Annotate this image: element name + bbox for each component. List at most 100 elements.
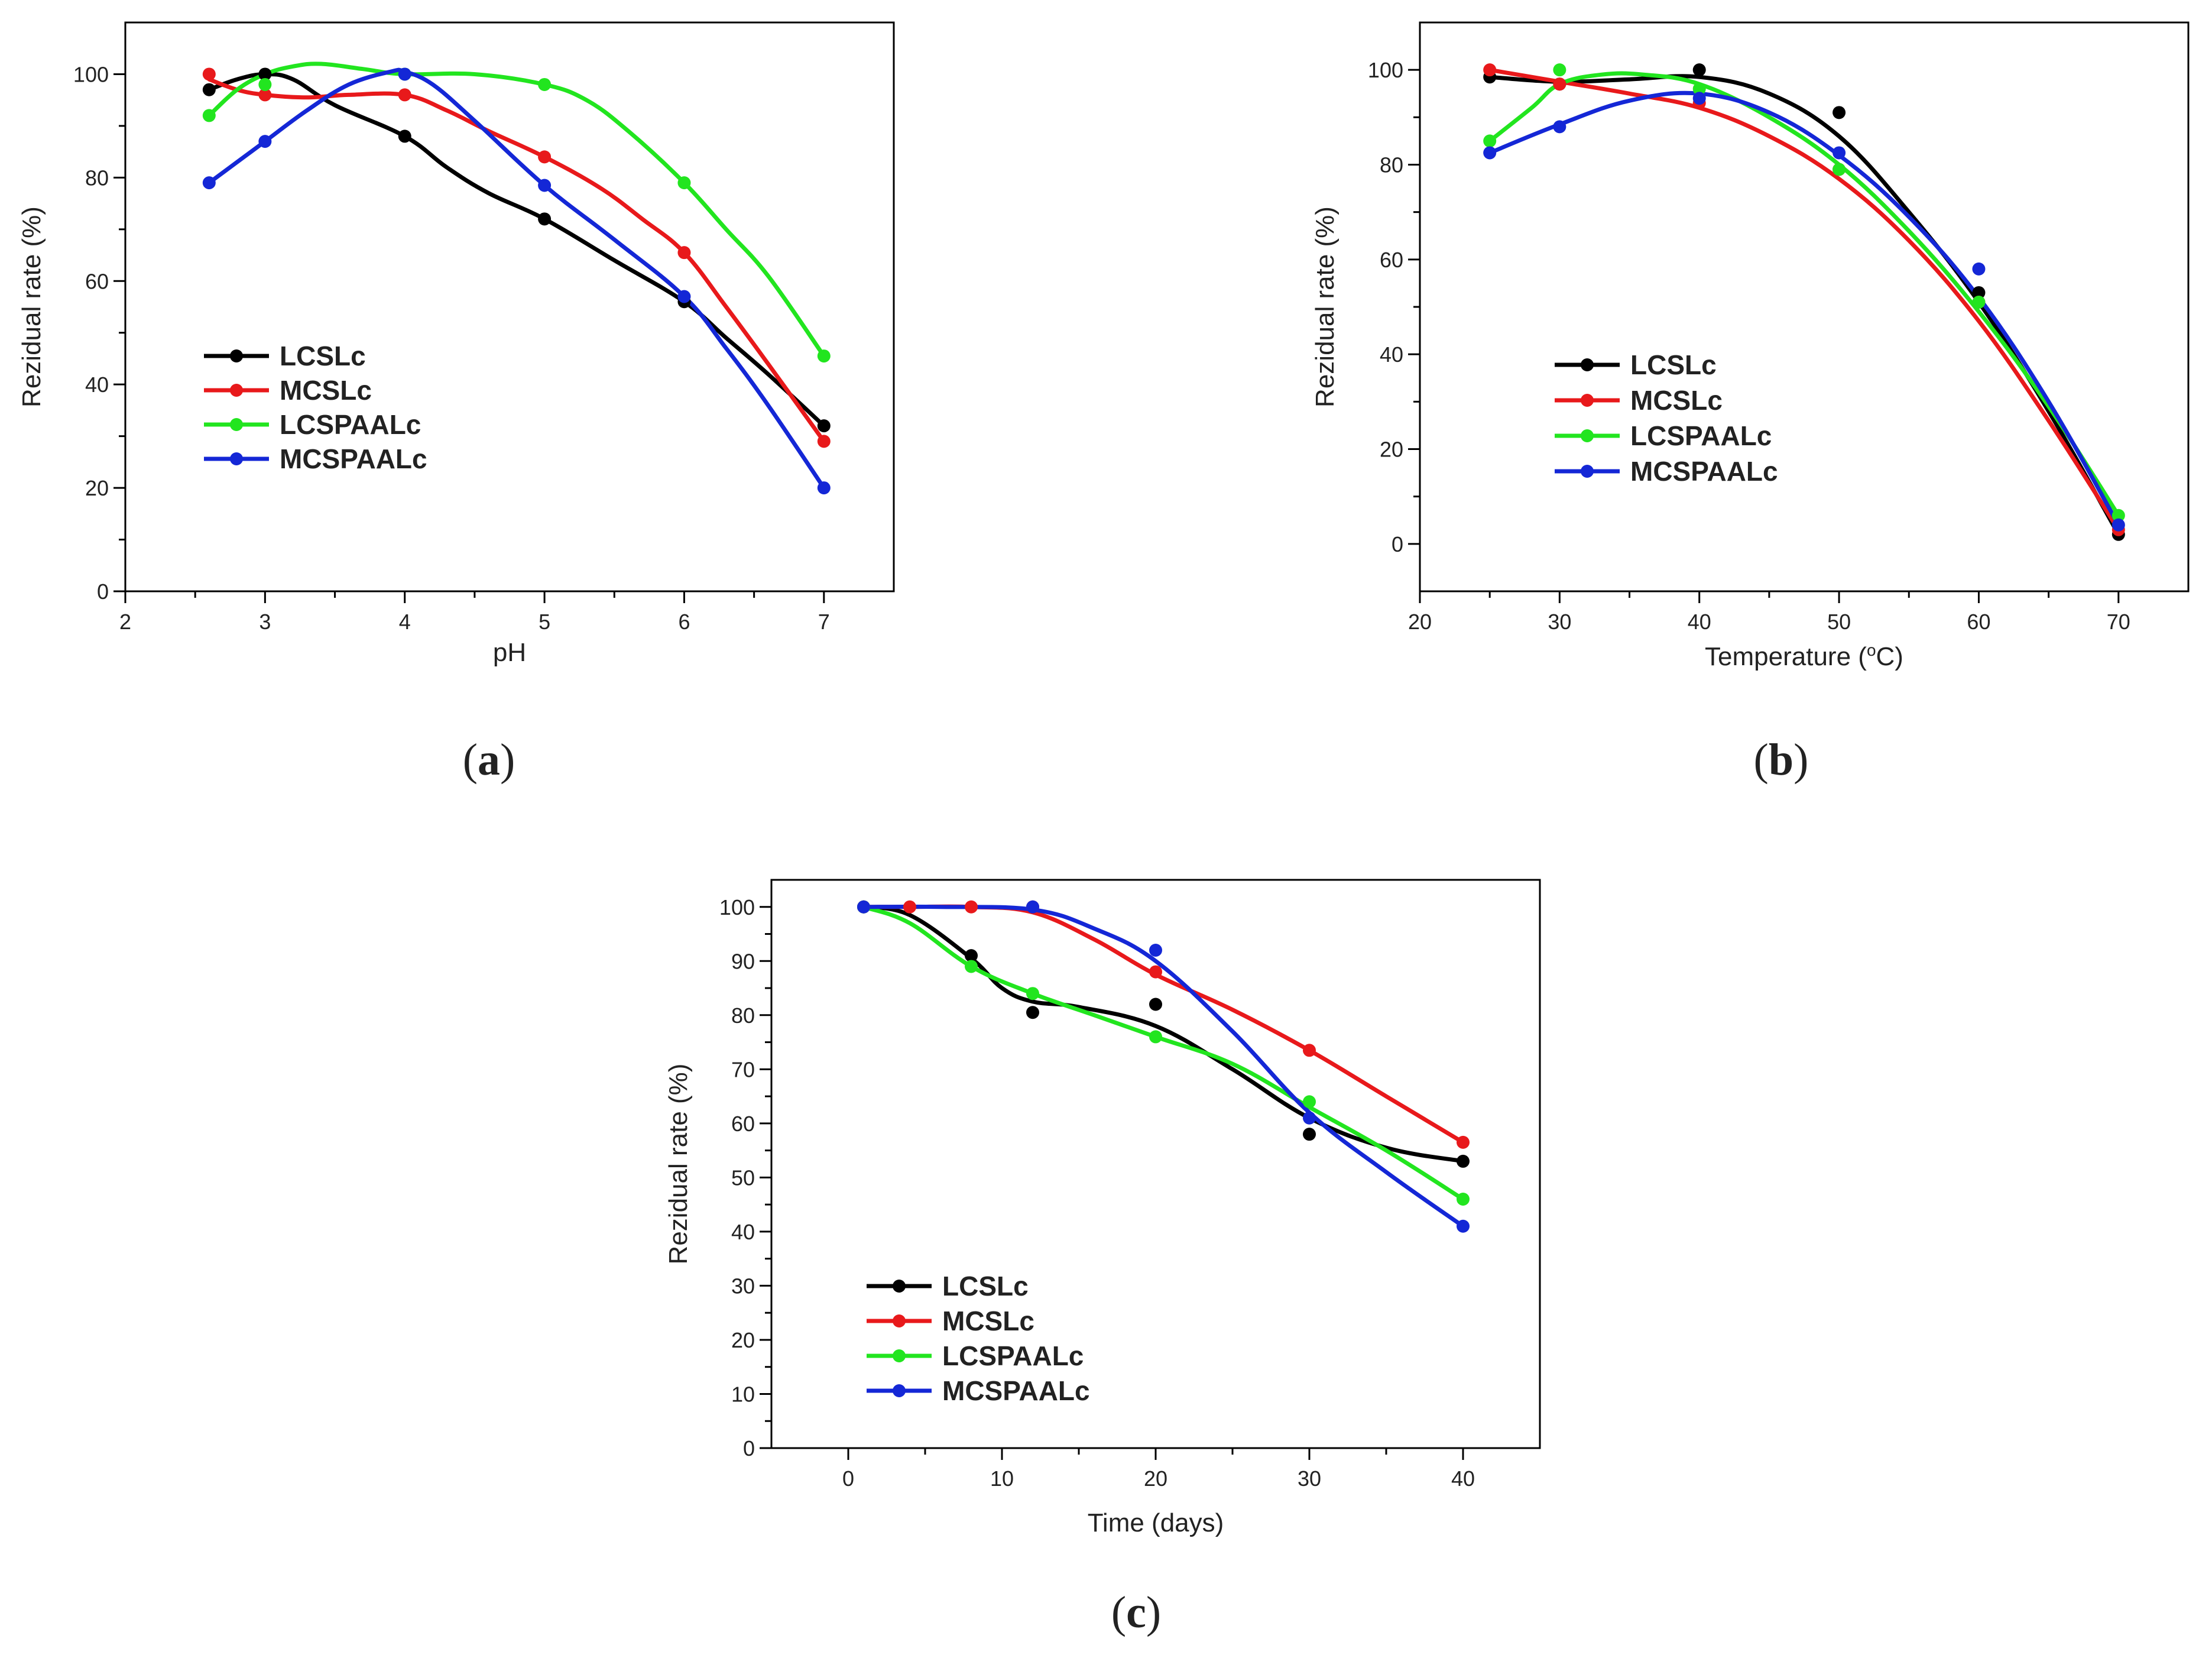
data-point-MCSPAALc bbox=[1692, 92, 1706, 105]
x-tick-label: 0 bbox=[842, 1466, 854, 1491]
y-tick-label: 20 bbox=[85, 476, 109, 500]
panel-a-caption-close: ) bbox=[500, 735, 515, 785]
data-point-LCSLc bbox=[398, 129, 411, 143]
data-point-MCSLc bbox=[1149, 965, 1162, 979]
data-point-MCSPAALc bbox=[202, 176, 216, 190]
data-point-MCSPAALc bbox=[1457, 1219, 1470, 1233]
x-axis-title: Temperature (oC) bbox=[1705, 641, 1903, 671]
panel-a-caption-letter: a bbox=[478, 735, 500, 785]
series-curve-LCSLc bbox=[207, 72, 826, 428]
y-tick-label: 60 bbox=[731, 1112, 755, 1136]
data-point-MCSPAALc bbox=[258, 135, 272, 148]
y-tick-label: 20 bbox=[731, 1328, 755, 1352]
y-tick-label: 100 bbox=[73, 62, 109, 86]
panel-b-caption-letter: b bbox=[1769, 735, 1793, 785]
data-point-MCSLc bbox=[903, 900, 916, 914]
x-axis-title-unit: C) bbox=[1876, 642, 1903, 671]
data-point-LCSPAALc bbox=[817, 349, 831, 363]
data-point-LCSLc bbox=[1832, 106, 1846, 119]
legend-label-LCSPAALc: LCSPAALc bbox=[1630, 420, 1772, 451]
legend-label-MCSLc: MCSLc bbox=[280, 375, 372, 406]
legend-label-LCSPAALc: LCSPAALc bbox=[942, 1340, 1084, 1371]
data-point-LCSLc bbox=[817, 419, 831, 433]
y-tick-label: 30 bbox=[731, 1274, 755, 1298]
data-point-LCSPAALc bbox=[1972, 295, 1986, 309]
data-point-MCSLc bbox=[398, 88, 411, 102]
data-point-LCSPAALc bbox=[1832, 163, 1846, 176]
data-point-MCSPAALc bbox=[1026, 900, 1039, 914]
data-point-MCSPAALc bbox=[857, 900, 870, 914]
data-point-MCSLc bbox=[677, 246, 691, 260]
panel-c-caption-close: ) bbox=[1146, 1588, 1161, 1637]
data-point-MCSPAALc bbox=[1483, 146, 1497, 160]
legend-label-LCSLc: LCSLc bbox=[280, 341, 366, 371]
y-tick-label: 60 bbox=[1380, 248, 1403, 272]
data-point-MCSPAALc bbox=[538, 179, 552, 192]
data-point-LCSLc bbox=[1972, 286, 1986, 299]
data-point-MCSPAALc bbox=[817, 481, 831, 495]
x-tick-label: 30 bbox=[1548, 610, 1571, 634]
data-point-LCSLc bbox=[1692, 63, 1706, 77]
data-point-MCSPAALc bbox=[1303, 1111, 1316, 1125]
panel-b-caption: (b) bbox=[1754, 735, 1809, 785]
data-point-MCSLc bbox=[817, 435, 831, 448]
y-tick-label: 70 bbox=[731, 1057, 755, 1081]
legend-label-LCSPAALc: LCSPAALc bbox=[280, 409, 421, 440]
panel-b-caption-open: ( bbox=[1754, 735, 1769, 785]
data-point-MCSLc bbox=[202, 67, 216, 81]
y-tick-label: 0 bbox=[1392, 532, 1403, 556]
legend-marker-MCSLc bbox=[230, 384, 243, 397]
data-point-LCSPAALc bbox=[677, 176, 691, 190]
y-tick-label: 10 bbox=[731, 1382, 755, 1406]
legend-marker-LCSPAALc bbox=[1581, 429, 1594, 442]
data-point-LCSPAALc bbox=[1483, 134, 1497, 148]
data-point-LCSLc bbox=[1149, 998, 1162, 1011]
y-tick-label: 50 bbox=[731, 1165, 755, 1190]
y-tick-label: 60 bbox=[85, 269, 109, 293]
data-point-LCSPAALc bbox=[965, 960, 978, 973]
data-point-LCSPAALc bbox=[258, 77, 272, 91]
legend-marker-LCSLc bbox=[1581, 358, 1594, 371]
y-axis-title: Rezidual rate (%) bbox=[17, 206, 46, 407]
y-axis-title: Rezidual rate (%) bbox=[664, 1064, 693, 1265]
data-point-MCSLc bbox=[1483, 63, 1497, 77]
y-tick-label: 100 bbox=[1368, 58, 1403, 82]
legend-marker-MCSLc bbox=[1581, 394, 1594, 407]
y-tick-label: 20 bbox=[1380, 438, 1403, 462]
legend-marker-MCSLc bbox=[893, 1314, 906, 1327]
legend-marker-MCSPAALc bbox=[1581, 465, 1594, 478]
panel-b-chart: 20 30 40 50 60 70 0 20 40 60 80 100 Temperature (oC)… bbox=[1311, 21, 2190, 671]
panel-a-caption: (a) bbox=[463, 735, 515, 785]
data-point-MCSLc bbox=[1303, 1044, 1316, 1057]
data-point-MCSLc bbox=[538, 150, 552, 164]
legend-marker-MCSPAALc bbox=[230, 452, 243, 465]
legend-label-MCSPAALc: MCSPAALc bbox=[942, 1375, 1090, 1406]
legend-marker-LCSPAALc bbox=[893, 1349, 906, 1362]
series-curve-MCSPAALc bbox=[207, 67, 826, 490]
panel-b-caption-close: ) bbox=[1793, 735, 1808, 785]
data-point-MCSPAALc bbox=[1149, 943, 1162, 957]
data-point-LCSLc bbox=[258, 67, 272, 81]
y-tick-label: 80 bbox=[731, 1003, 755, 1028]
data-point-MCSPAALc bbox=[2112, 518, 2125, 532]
legend-marker-MCSPAALc bbox=[893, 1384, 906, 1397]
legend-label-LCSLc: LCSLc bbox=[942, 1271, 1029, 1301]
data-point-MCSLc bbox=[258, 88, 272, 102]
data-point-LCSPAALc bbox=[538, 77, 552, 91]
y-tick-label: 0 bbox=[743, 1436, 755, 1461]
data-point-MCSLc bbox=[965, 900, 978, 914]
y-tick-label: 0 bbox=[97, 579, 109, 604]
x-tick-label: 50 bbox=[1827, 610, 1851, 634]
data-point-LCSLc bbox=[202, 83, 216, 96]
y-tick-label: 80 bbox=[1380, 153, 1403, 177]
x-tick-label: 20 bbox=[1144, 1466, 1167, 1491]
data-point-LCSPAALc bbox=[1303, 1095, 1316, 1109]
legend-label-LCSLc: LCSLc bbox=[1630, 349, 1717, 380]
data-point-LCSLc bbox=[1026, 1006, 1039, 1019]
data-point-LCSPAALc bbox=[1026, 987, 1039, 1000]
series-curve-LCSPAALc bbox=[861, 905, 1465, 1202]
data-point-MCSPAALc bbox=[1832, 146, 1846, 160]
legend-marker-LCSLc bbox=[893, 1280, 906, 1293]
panel-a-caption-open: ( bbox=[463, 735, 478, 785]
data-point-LCSPAALc bbox=[1457, 1192, 1470, 1206]
